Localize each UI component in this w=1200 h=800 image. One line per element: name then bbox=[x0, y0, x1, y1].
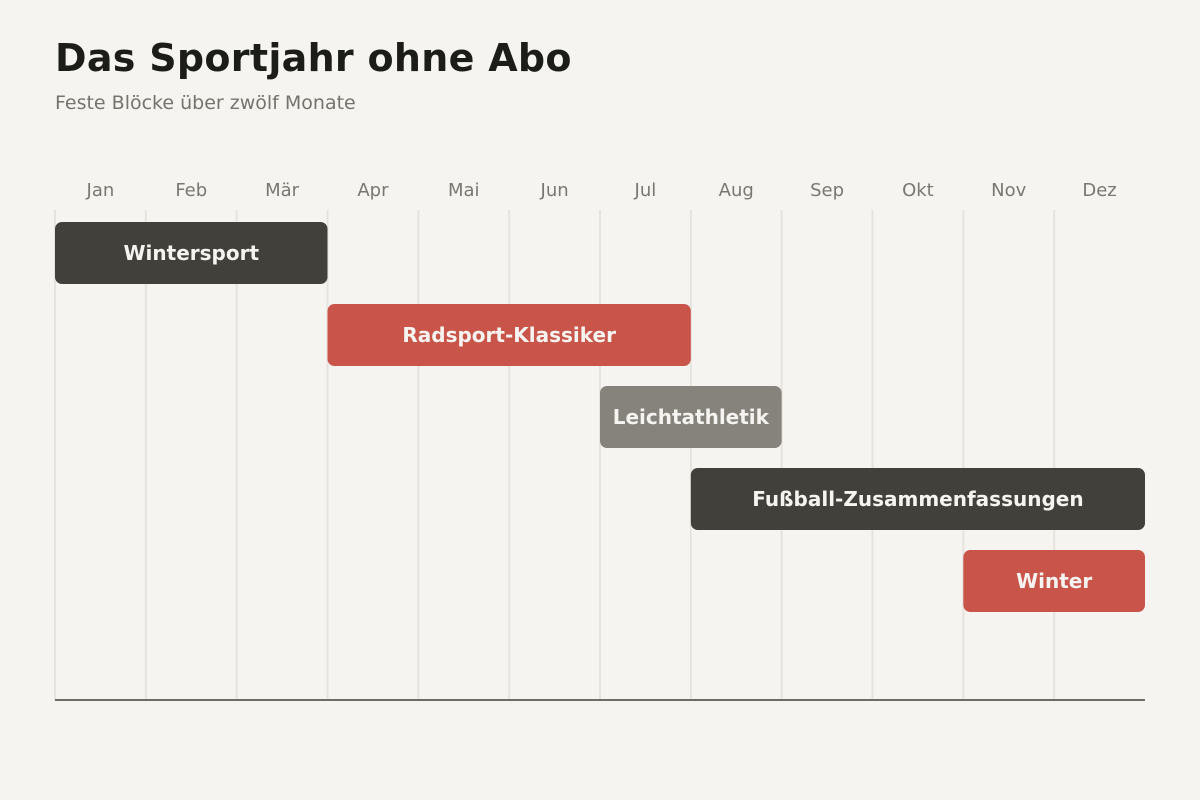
month-label: Aug bbox=[719, 180, 754, 201]
task-bar-label: Winter bbox=[1016, 569, 1092, 593]
month-label: Apr bbox=[357, 180, 389, 201]
task-bar-label: Fußball-Zusammenfassungen bbox=[752, 487, 1083, 511]
task-bar bbox=[963, 550, 1145, 612]
month-label: Okt bbox=[902, 180, 934, 201]
month-label: Mai bbox=[448, 180, 480, 201]
chart-subtitle: Feste Blöcke über zwölf Monate bbox=[55, 92, 356, 114]
task-bar bbox=[690, 468, 1145, 530]
month-label: Jun bbox=[540, 180, 569, 201]
month-label: Dez bbox=[1082, 180, 1116, 201]
task-bar bbox=[55, 222, 328, 284]
month-label: Jan bbox=[86, 180, 115, 201]
month-label: Mär bbox=[265, 180, 300, 201]
month-label: Nov bbox=[991, 180, 1026, 201]
task-bar bbox=[600, 386, 782, 448]
month-label: Jul bbox=[634, 180, 657, 201]
task-bar-label: Wintersport bbox=[123, 241, 259, 265]
task-bar bbox=[327, 304, 691, 366]
month-label: Sep bbox=[810, 180, 844, 201]
task-bar-label: Radsport-Klassiker bbox=[402, 323, 616, 347]
task-bar-label: Leichtathletik bbox=[613, 405, 770, 429]
chart-title: Das Sportjahr ohne Abo bbox=[55, 36, 572, 80]
month-label: Feb bbox=[175, 180, 207, 201]
